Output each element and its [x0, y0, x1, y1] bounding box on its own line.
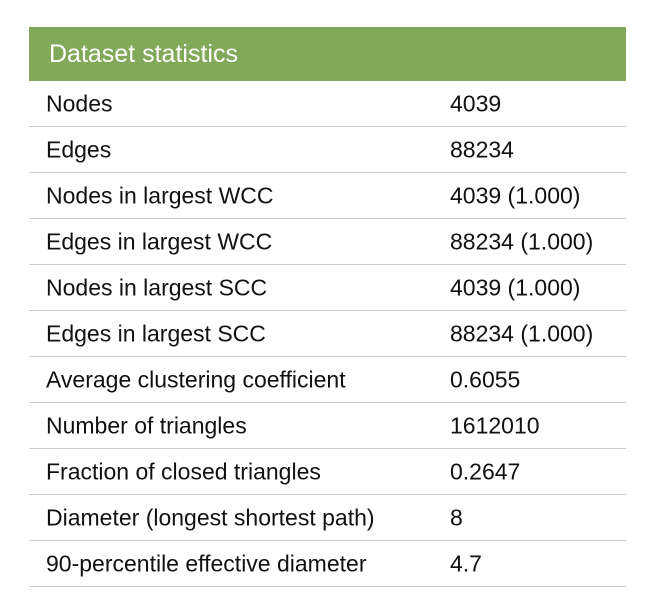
row-value: 4.7 [450, 550, 482, 576]
row-value: 0.6055 [450, 366, 521, 392]
dataset-statistics-table: Dataset statistics Nodes 4039 Edges 8823… [29, 27, 626, 587]
table-row-diameter: Diameter (longest shortest path) 8 [29, 495, 626, 541]
row-label: Nodes in largest WCC [46, 182, 274, 208]
table-row-closed-triangles: Fraction of closed triangles 0.2647 [29, 449, 626, 495]
row-value: 0.2647 [450, 458, 521, 484]
row-value: 1612010 [450, 412, 540, 438]
table-header: Dataset statistics [29, 27, 626, 81]
row-label: Edges in largest WCC [46, 228, 273, 254]
row-label: Diameter (longest shortest path) [46, 504, 375, 530]
row-value: 4039 [450, 90, 502, 116]
row-label: Nodes in largest SCC [46, 274, 268, 300]
row-label: Fraction of closed triangles [46, 458, 321, 484]
row-value: 4039 (1.000) [450, 182, 581, 208]
table-row-nodes: Nodes 4039 [29, 81, 626, 127]
row-value: 88234 (1.000) [450, 320, 594, 346]
row-label: Edges [46, 136, 112, 162]
row-value: 4039 (1.000) [450, 274, 581, 300]
row-label: Number of triangles [46, 412, 247, 438]
row-value: 88234 (1.000) [450, 228, 594, 254]
table-row-edges-wcc: Edges in largest WCC 88234 (1.000) [29, 219, 626, 265]
table-row-edges: Edges 88234 [29, 127, 626, 173]
row-value: 88234 [450, 136, 514, 162]
table-row-effective-diameter: 90-percentile effective diameter 4.7 [29, 541, 626, 587]
row-label: Edges in largest SCC [46, 320, 266, 346]
row-value: 8 [450, 504, 463, 530]
table-row-nodes-scc: Nodes in largest SCC 4039 (1.000) [29, 265, 626, 311]
row-label: Average clustering coefficient [46, 366, 346, 392]
table-row-triangles: Number of triangles 1612010 [29, 403, 626, 449]
table-row-clustering: Average clustering coefficient 0.6055 [29, 357, 626, 403]
table-row-edges-scc: Edges in largest SCC 88234 (1.000) [29, 311, 626, 357]
table-row-nodes-wcc: Nodes in largest WCC 4039 (1.000) [29, 173, 626, 219]
row-label: 90-percentile effective diameter [46, 550, 367, 576]
row-label: Nodes [46, 90, 113, 116]
